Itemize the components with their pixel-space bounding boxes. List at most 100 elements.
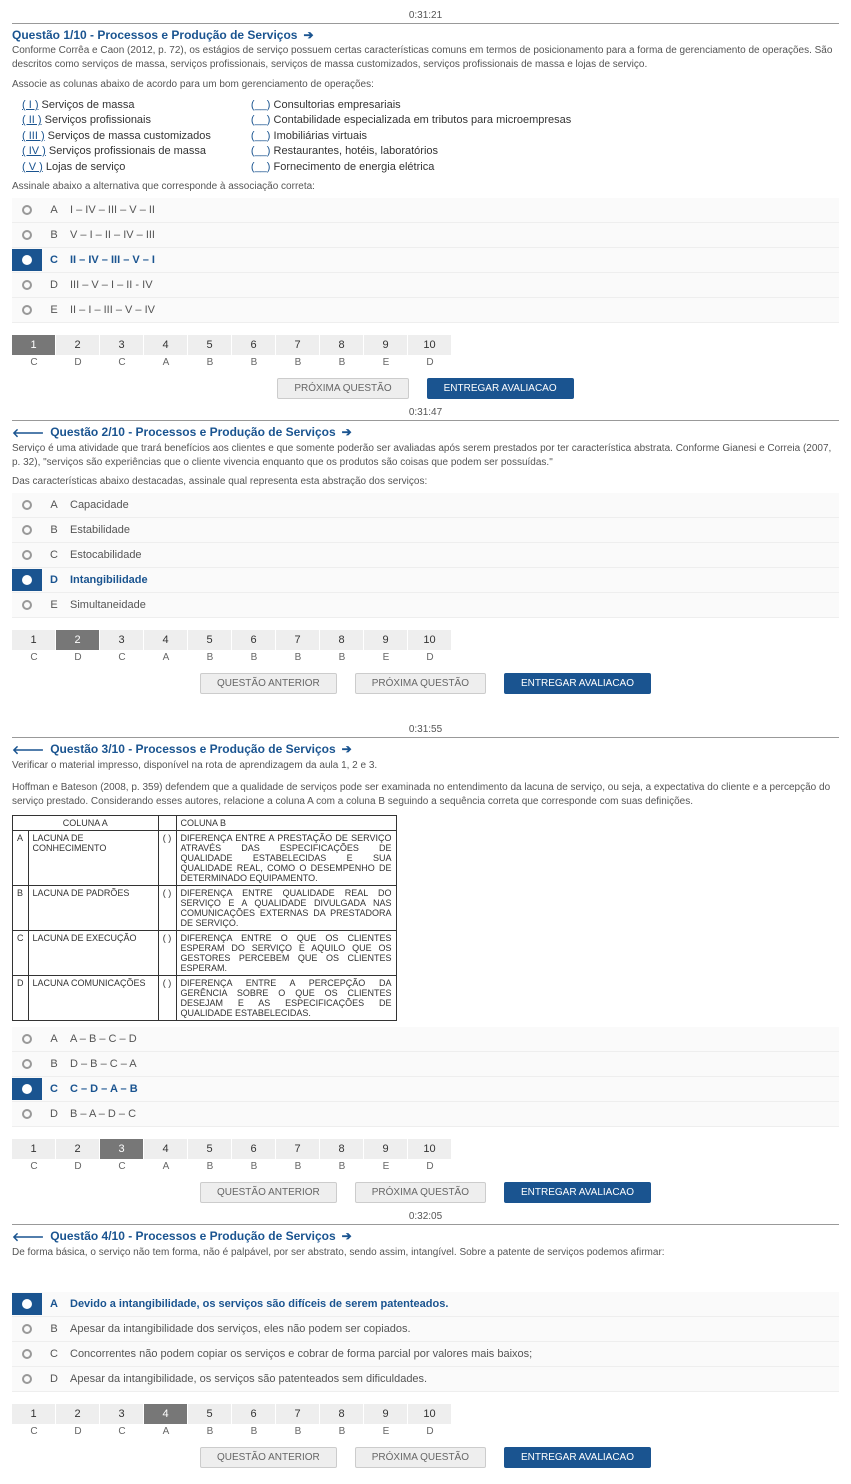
option-row[interactable]: CII – IV – III – V – I [12, 248, 839, 273]
nav-number[interactable]: 10 [408, 630, 452, 650]
option-letter: A [42, 1298, 66, 1310]
nav-number[interactable]: 5 [188, 1139, 232, 1159]
nav-number[interactable]: 6 [232, 1139, 276, 1159]
radio-icon[interactable] [12, 569, 42, 591]
question-title: Questão 1/10 - Processos e Produção de S… [12, 28, 297, 42]
nav-number[interactable]: 5 [188, 335, 232, 355]
radio-icon[interactable] [12, 1343, 42, 1365]
nav-number[interactable]: 5 [188, 630, 232, 650]
option-row[interactable]: DB – A – D – C [12, 1102, 839, 1127]
nav-number[interactable]: 9 [364, 630, 408, 650]
radio-icon[interactable] [12, 1368, 42, 1390]
option-row[interactable]: AI – IV – III – V – II [12, 198, 839, 223]
next-question-button[interactable]: PRÓXIMA QUESTÃO [355, 1447, 486, 1468]
back-arrow-icon[interactable]: 🡐 [12, 1229, 44, 1244]
nav-number[interactable]: 7 [276, 1404, 320, 1424]
nav-number[interactable]: 8 [320, 630, 364, 650]
next-question-button[interactable]: PRÓXIMA QUESTÃO [355, 673, 486, 694]
option-row[interactable]: CEstocabilidade [12, 543, 839, 568]
option-row[interactable]: CC – D – A – B [12, 1077, 839, 1102]
option-text: Apesar da intangibilidade dos serviços, … [66, 1317, 839, 1341]
nav-number[interactable]: 7 [276, 1139, 320, 1159]
nav-number[interactable]: 5 [188, 1404, 232, 1424]
nav-answer: A [144, 1424, 188, 1439]
nav-number[interactable]: 10 [408, 335, 452, 355]
radio-icon[interactable] [12, 1318, 42, 1340]
radio-icon[interactable] [12, 299, 42, 321]
option-row[interactable]: ESimultaneidade [12, 593, 839, 618]
forward-arrow-icon[interactable]: ➔ [303, 28, 313, 42]
option-row[interactable]: EII – I – III – V – IV [12, 298, 839, 323]
radio-icon[interactable] [12, 1078, 42, 1100]
nav-number[interactable]: 2 [56, 630, 100, 650]
submit-button[interactable]: ENTREGAR AVALIACAO [427, 378, 574, 399]
back-arrow-icon[interactable]: 🡐 [12, 742, 44, 757]
nav-number[interactable]: 7 [276, 335, 320, 355]
radio-icon[interactable] [12, 249, 42, 271]
option-row[interactable]: DIII – V – I – II - IV [12, 273, 839, 298]
radio-icon[interactable] [12, 224, 42, 246]
radio-icon[interactable] [12, 519, 42, 541]
radio-icon[interactable] [12, 544, 42, 566]
option-row[interactable]: ACapacidade [12, 493, 839, 518]
option-row[interactable]: AA – B – C – D [12, 1027, 839, 1052]
nav-number[interactable]: 3 [100, 1139, 144, 1159]
forward-arrow-icon[interactable]: ➔ [342, 1229, 352, 1243]
radio-icon[interactable] [12, 494, 42, 516]
submit-button[interactable]: ENTREGAR AVALIACAO [504, 1447, 651, 1468]
nav-number[interactable]: 1 [12, 630, 56, 650]
nav-number[interactable]: 1 [12, 335, 56, 355]
radio-icon[interactable] [12, 1028, 42, 1050]
prev-question-button[interactable]: QUESTÃO ANTERIOR [200, 1182, 337, 1203]
option-letter: A [42, 1033, 66, 1045]
forward-arrow-icon[interactable]: ➔ [342, 425, 352, 439]
option-row[interactable]: CConcorrentes não podem copiar os serviç… [12, 1342, 839, 1367]
option-row[interactable]: BApesar da intangibilidade dos serviços,… [12, 1317, 839, 1342]
nav-number[interactable]: 9 [364, 1139, 408, 1159]
submit-button[interactable]: ENTREGAR AVALIACAO [504, 673, 651, 694]
nav-number[interactable]: 1 [12, 1139, 56, 1159]
back-arrow-icon[interactable]: 🡐 [12, 425, 44, 440]
nav-number[interactable]: 6 [232, 335, 276, 355]
prev-question-button[interactable]: QUESTÃO ANTERIOR [200, 673, 337, 694]
nav-number[interactable]: 4 [144, 1404, 188, 1424]
nav-number[interactable]: 4 [144, 1139, 188, 1159]
submit-button[interactable]: ENTREGAR AVALIACAO [504, 1182, 651, 1203]
nav-number[interactable]: 3 [100, 630, 144, 650]
option-row[interactable]: BV – I – II – IV – III [12, 223, 839, 248]
radio-icon[interactable] [12, 1103, 42, 1125]
nav-number[interactable]: 2 [56, 1404, 100, 1424]
nav-number[interactable]: 8 [320, 335, 364, 355]
nav-number[interactable]: 10 [408, 1139, 452, 1159]
nav-number[interactable]: 9 [364, 1404, 408, 1424]
nav-number[interactable]: 6 [232, 630, 276, 650]
next-question-button[interactable]: PRÓXIMA QUESTÃO [277, 378, 408, 399]
option-text: Simultaneidade [66, 593, 839, 617]
nav-number[interactable]: 6 [232, 1404, 276, 1424]
nav-number[interactable]: 3 [100, 335, 144, 355]
radio-icon[interactable] [12, 594, 42, 616]
radio-icon[interactable] [12, 199, 42, 221]
nav-number[interactable]: 8 [320, 1139, 364, 1159]
nav-number[interactable]: 8 [320, 1404, 364, 1424]
nav-number[interactable]: 4 [144, 630, 188, 650]
nav-number[interactable]: 2 [56, 335, 100, 355]
option-row[interactable]: BD – B – C – A [12, 1052, 839, 1077]
option-row[interactable]: DIntangibilidade [12, 568, 839, 593]
forward-arrow-icon[interactable]: ➔ [342, 742, 352, 756]
nav-number[interactable]: 10 [408, 1404, 452, 1424]
option-row[interactable]: DApesar da intangibilidade, os serviços … [12, 1367, 839, 1392]
nav-number[interactable]: 7 [276, 630, 320, 650]
nav-number[interactable]: 3 [100, 1404, 144, 1424]
radio-icon[interactable] [12, 274, 42, 296]
radio-icon[interactable] [12, 1053, 42, 1075]
nav-number[interactable]: 4 [144, 335, 188, 355]
next-question-button[interactable]: PRÓXIMA QUESTÃO [355, 1182, 486, 1203]
prev-question-button[interactable]: QUESTÃO ANTERIOR [200, 1447, 337, 1468]
option-row[interactable]: ADevido a intangibilidade, os serviços s… [12, 1292, 839, 1317]
nav-number[interactable]: 1 [12, 1404, 56, 1424]
nav-number[interactable]: 2 [56, 1139, 100, 1159]
radio-icon[interactable] [12, 1293, 42, 1315]
nav-number[interactable]: 9 [364, 335, 408, 355]
option-row[interactable]: BEstabilidade [12, 518, 839, 543]
